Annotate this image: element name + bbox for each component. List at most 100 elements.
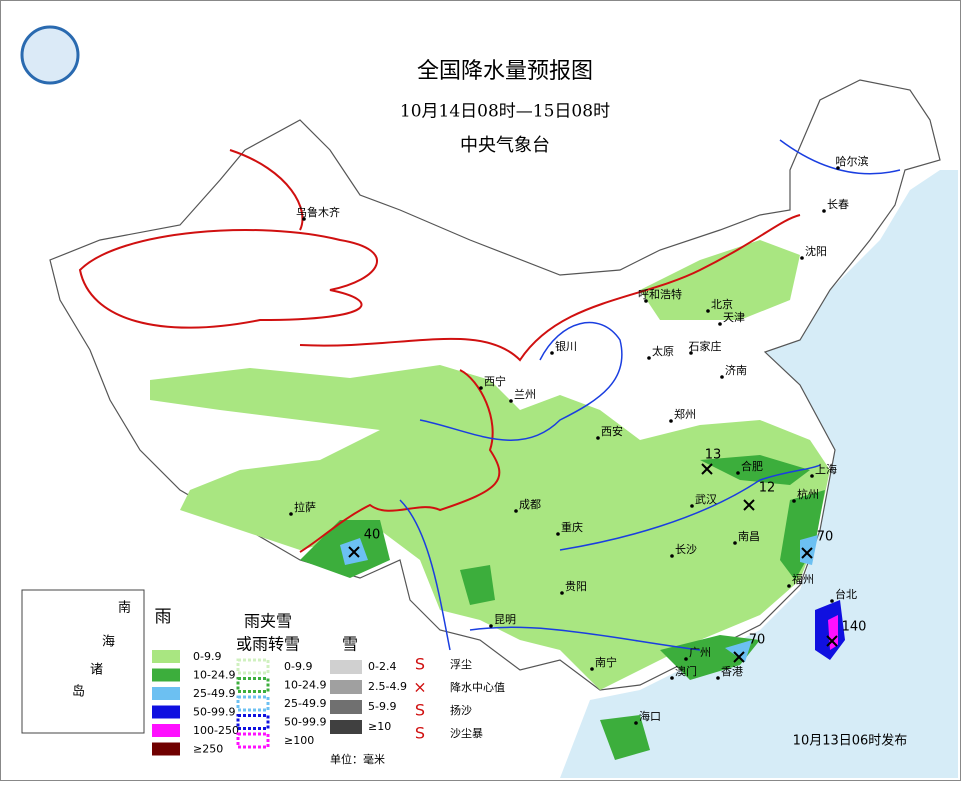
legend-swatch [152, 668, 180, 682]
city-dot [733, 541, 737, 545]
city-label: 上海 [815, 462, 837, 476]
legend-swatch [330, 680, 362, 694]
city-dot [706, 309, 710, 313]
city-dot [644, 299, 648, 303]
city-dot [736, 471, 740, 475]
city-label: 呼和浩特 [638, 287, 682, 301]
legend-swatch [236, 677, 270, 693]
issued: 10月13日06时发布 [793, 733, 908, 749]
city-dot [810, 474, 814, 478]
legend-label: 2.5-4.9 [368, 680, 407, 693]
city-dot [634, 721, 638, 725]
city-label: 昆明 [494, 613, 516, 626]
legend-swatch [330, 700, 362, 714]
legend-swatch [330, 720, 362, 734]
legend-swatch [152, 705, 180, 719]
legend-label: 5-9.9 [368, 700, 396, 713]
center-value: 70 [749, 633, 766, 648]
center-value: 70 [817, 530, 834, 545]
legend-swatch [152, 742, 180, 756]
city-dot [716, 676, 720, 680]
legend-label: 0-9.9 [193, 650, 221, 663]
city-dot [289, 512, 293, 516]
legend-symbol: S [415, 724, 425, 743]
city-label: 长春 [827, 198, 849, 211]
city-dot [787, 584, 791, 588]
city-dot [489, 624, 493, 628]
legend-label: 25-49.9 [284, 697, 326, 710]
legend-label: 10-24.9 [284, 679, 326, 692]
legend-label: 浮尘 [450, 658, 472, 671]
city-label: 天津 [723, 311, 745, 324]
city-dot [670, 676, 674, 680]
legend-symbol: S [415, 701, 425, 720]
city-dot [560, 591, 564, 595]
city-label: 兰州 [514, 388, 536, 401]
city-label: 澳门 [675, 664, 697, 678]
city-label: 海口 [639, 709, 661, 723]
inset-label: 南 [118, 600, 131, 616]
legend-label: 沙尘暴 [450, 727, 483, 740]
city-label: 香港 [721, 665, 743, 678]
legend-unit: 单位：毫米 [330, 752, 385, 766]
legend-symbol: × [413, 678, 426, 697]
rain-light [640, 240, 800, 320]
center-mark [733, 651, 745, 663]
city-label: 郑州 [674, 407, 696, 421]
legend-swatch [152, 724, 180, 737]
river [399, 139, 901, 651]
city-dot [556, 532, 560, 536]
city-dot [684, 657, 688, 661]
legend-label: 0-2.4 [368, 660, 396, 673]
city-dot [302, 217, 306, 221]
legend-swatch [152, 687, 180, 700]
legend-swatch [330, 660, 362, 674]
city-label: 石家庄 [689, 339, 722, 353]
center-value: 40 [364, 528, 381, 543]
center-mark [826, 635, 838, 647]
legend-mixed-title: 雨夹雪 [244, 612, 292, 631]
city-label: 台北 [835, 587, 857, 601]
city-dot [800, 256, 804, 260]
inset-frame [21, 589, 145, 734]
legend-snow-title: 雪 [342, 635, 358, 654]
city-dot [647, 356, 651, 360]
legend-swatch [236, 658, 270, 675]
sea [560, 170, 958, 778]
inset-label: 岛 [72, 684, 85, 700]
city-dot [590, 667, 594, 671]
city-dot [822, 209, 826, 213]
city-dot [509, 399, 513, 403]
legend-label: 100-250 [193, 724, 239, 737]
inset-label: 海 [102, 635, 115, 650]
city-label: 武汉 [695, 493, 717, 506]
city-dot [690, 504, 694, 508]
legend-label: 25-49.9 [193, 687, 235, 700]
city-dot [670, 554, 674, 558]
legend-swatch [236, 695, 270, 712]
city-label: 杭州 [797, 487, 819, 501]
city-dot [792, 499, 796, 503]
subtitle: 10月14日08时—15日08时 [400, 102, 610, 122]
city-label: 西安 [601, 424, 623, 438]
city-label: 成都 [519, 498, 541, 511]
city-dot [479, 386, 483, 390]
city-dot [514, 509, 518, 513]
rain-light [150, 365, 830, 690]
city-label: 沈阳 [805, 244, 827, 258]
center-mark [701, 463, 713, 475]
legend-label: 扬沙 [450, 703, 472, 717]
logo [20, 25, 80, 85]
city-dot [596, 436, 600, 440]
legend-swatch [236, 732, 270, 749]
legend-mixed-title: 或雨转雪 [236, 635, 300, 654]
city-label: 南宁 [595, 655, 617, 669]
legend-label: ≥250 [193, 743, 223, 756]
city-dot [550, 351, 554, 355]
city-dot [836, 166, 840, 170]
city-label: 拉萨 [294, 500, 316, 514]
legend-label: ≥10 [368, 720, 391, 733]
legend-label: 50-99.9 [193, 706, 235, 719]
city-dot [718, 322, 722, 326]
